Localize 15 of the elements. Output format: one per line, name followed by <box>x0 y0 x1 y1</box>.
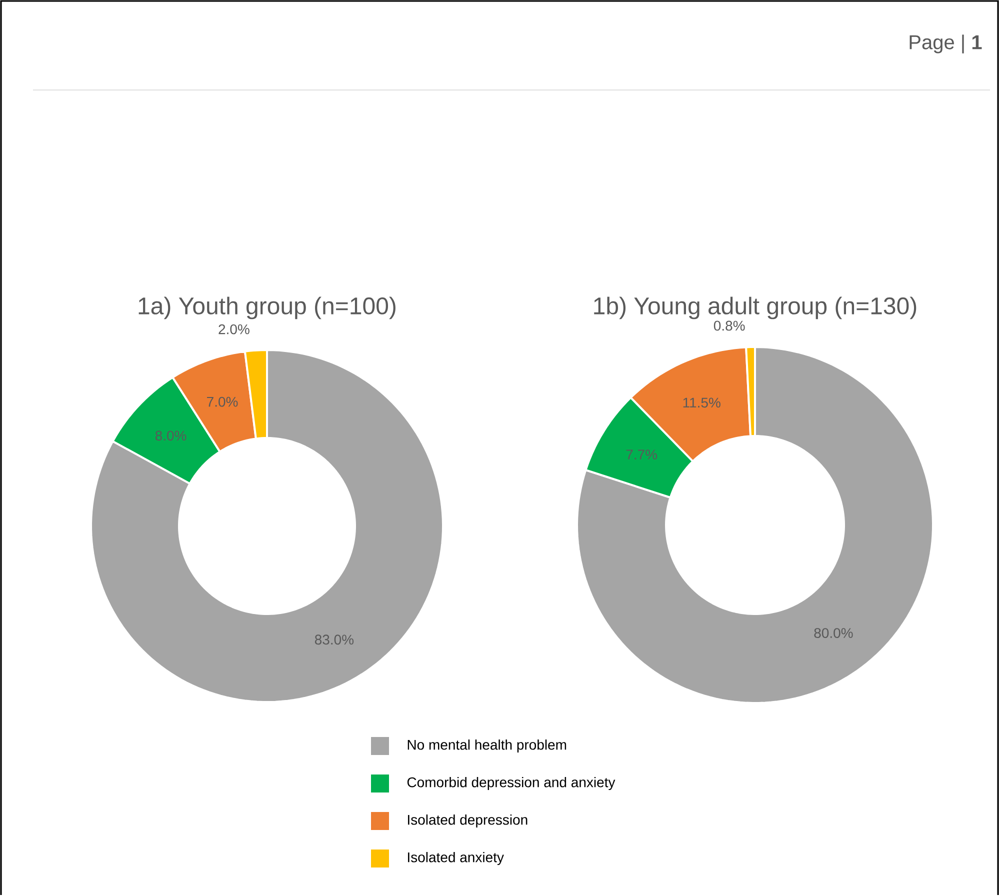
text: Page | 1 <box>910 34 982 54</box>
data-label: 2.0% <box>218 324 250 334</box>
legend-label: Comorbid depression and anxiety <box>407 777 616 790</box>
legend-label: No mental health problem <box>408 740 566 753</box>
data-label: 83.0% <box>314 634 354 645</box>
legend-label: Isolated depression <box>408 814 528 828</box>
data-label: 0.8% <box>714 320 745 331</box>
data-label: 80.0% <box>814 628 853 638</box>
data-label: 7.7% <box>626 450 658 460</box>
data-label: 8.0% <box>155 430 186 441</box>
chart-title: 1b) Young adult group (n=130) <box>594 296 916 320</box>
legend-label: Isolated anxiety <box>408 852 504 866</box>
data-label: 7.0% <box>207 396 238 407</box>
data-label: 11.5% <box>683 398 720 408</box>
chart-title: 1a) Youth group (n=100) <box>138 296 396 320</box>
